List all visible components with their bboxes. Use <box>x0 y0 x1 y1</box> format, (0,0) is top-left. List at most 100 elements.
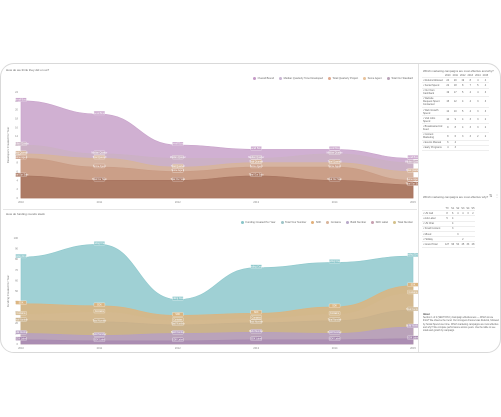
row-label: • Broadcasted Ad Feed <box>422 123 444 133</box>
data-label-text: Total Our Stan <box>406 182 421 185</box>
data-label-text: Build Number <box>14 331 28 334</box>
x-tick-label: 2015 <box>410 200 416 204</box>
table-header[interactable]: TX <box>444 206 451 212</box>
data-label: Total Our Stan <box>249 172 264 177</box>
data-label: Total Quarterl <box>93 155 107 160</box>
table-header[interactable]: 2011 <box>451 73 459 79</box>
legend-item[interactable]: Total Our Standard <box>386 77 413 80</box>
data-label-bg <box>15 97 27 102</box>
table-cell <box>455 236 461 243</box>
data-label-text: Total Quarterl <box>406 169 420 172</box>
table-cell: 2 <box>481 115 490 125</box>
table-cell <box>465 226 471 232</box>
table-cell: 45 <box>460 241 466 248</box>
data-label-text: Contains <box>173 318 183 321</box>
area-series <box>20 175 414 199</box>
table-header[interactable]: S3 <box>460 206 466 212</box>
table-header[interactable]: S1 <box>450 206 456 212</box>
legend-item[interactable]: Total Quarterly Project <box>327 77 358 80</box>
legend-item[interactable]: SDK <box>311 221 321 224</box>
table-header[interactable]: 2014 <box>474 73 482 79</box>
data-label-text: Overall Bound <box>92 112 107 115</box>
data-label: Overall Bound <box>249 146 264 151</box>
data-label-bg <box>250 336 262 341</box>
data-label-text: Some Agent <box>328 165 341 168</box>
funding-area-chart[interactable]: 1009080706050403020100201020112012201320… <box>3 210 422 353</box>
table-cell: 3 <box>466 123 475 133</box>
legend-item[interactable]: Some Agent <box>363 77 382 80</box>
data-label: Contains <box>93 309 106 314</box>
table-cell <box>460 231 466 238</box>
data-label: Funding Create <box>248 264 265 269</box>
data-label-text: Some Agent <box>15 156 28 159</box>
y-tick-label: 14 <box>15 134 18 138</box>
legend-item[interactable]: Total Your Number <box>280 221 306 224</box>
y-tick-label: 0 <box>17 342 19 346</box>
row-label: • Mixed <box>422 231 444 238</box>
data-label-text: Median Quarter <box>13 143 29 146</box>
chart2-legend[interactable]: Funding Created Per Year Total Your Numbe… <box>241 221 413 224</box>
table-cell: 10 <box>444 115 452 125</box>
table-header[interactable]: 2010 <box>444 73 452 79</box>
data-label-text: SDK Label <box>172 340 183 342</box>
y-axis-label: Funding Created Per Year <box>6 275 10 307</box>
legend-item[interactable]: Total Number <box>393 221 413 224</box>
data-label-bg <box>15 172 27 177</box>
data-label-bg <box>250 172 262 177</box>
data-label-text: Some Agent <box>172 169 185 172</box>
table-cell: 4 <box>451 140 459 146</box>
table-header[interactable]: S5 <box>470 206 476 212</box>
data-label: SDK Label <box>407 335 419 340</box>
menu-icon[interactable]: ⋮ <box>495 193 499 198</box>
table-header[interactable]: S2 <box>455 206 461 212</box>
table-cell: 8 <box>451 123 459 133</box>
table-header[interactable]: 2015 <box>481 73 490 79</box>
table-cell <box>466 140 475 146</box>
row-label: • Grand Total <box>422 241 444 248</box>
chart1-legend[interactable]: Overall Bound Median Quarterly Tone Devel… <box>253 77 413 80</box>
data-label-bg <box>93 150 106 155</box>
developers-area-chart[interactable]: 2422201816141210864202010201120122013201… <box>3 66 421 206</box>
data-label: Total Number <box>249 319 263 324</box>
data-label: Some Agent <box>328 163 341 169</box>
data-label-text: SDK <box>254 312 259 314</box>
y-tick-label: 90 <box>15 247 18 251</box>
legend-item[interactable]: Overall Bound <box>253 77 274 80</box>
table-header[interactable]: 2012 <box>458 73 467 79</box>
row-label: • Small Content <box>422 226 444 232</box>
data-label-bg <box>328 311 341 316</box>
data-label-bg <box>172 337 184 342</box>
table-cell: 12 <box>451 96 459 108</box>
legend-item[interactable]: SDK Label <box>371 221 388 224</box>
table-cell <box>460 215 466 222</box>
table-header[interactable]: 2013 <box>466 73 475 79</box>
table-row: • Website Request Spent Contacted 15 12 4 4 3… <box>422 96 490 108</box>
dashboard-frame: How do we think they did on us? Overall … <box>0 63 501 353</box>
data-label-bg <box>93 163 106 169</box>
table-cell: 15 <box>444 96 452 108</box>
data-label: SDK <box>250 310 262 315</box>
data-label: Total Quarterl <box>328 159 342 164</box>
table-cell: 3 <box>466 115 475 125</box>
data-label: SDK <box>172 312 184 317</box>
legend-item[interactable]: Contains <box>326 221 341 224</box>
table-cell <box>455 221 461 227</box>
legend-item[interactable]: Funding Created Per Year <box>241 221 276 224</box>
data-label-bg <box>15 253 27 259</box>
data-label: Median Quarter <box>170 155 186 160</box>
legend-item[interactable]: Median Quarterly Tone Developed <box>279 77 323 80</box>
data-label-bg <box>93 332 106 337</box>
table-cell <box>455 226 461 232</box>
data-label-text: Median Quarter <box>327 152 343 155</box>
legend-label: Contains <box>330 221 341 224</box>
data-label-text: Total Quarterl <box>14 152 28 155</box>
sort-icon[interactable]: ⇅ <box>489 193 493 198</box>
campaign-table: 2010 2011 2012 2013 2014 2015 • Referral Allow… <box>422 73 490 152</box>
data-label: Contains <box>172 317 184 322</box>
table-header[interactable]: S4 <box>465 206 471 212</box>
data-label-bg <box>328 150 341 155</box>
legend-item[interactable]: Build Number <box>345 221 366 224</box>
y-tick-label: 60 <box>15 278 18 282</box>
data-label-text: Total Number <box>249 321 263 324</box>
table-row: • Ads Label 5 4 <box>422 215 476 222</box>
